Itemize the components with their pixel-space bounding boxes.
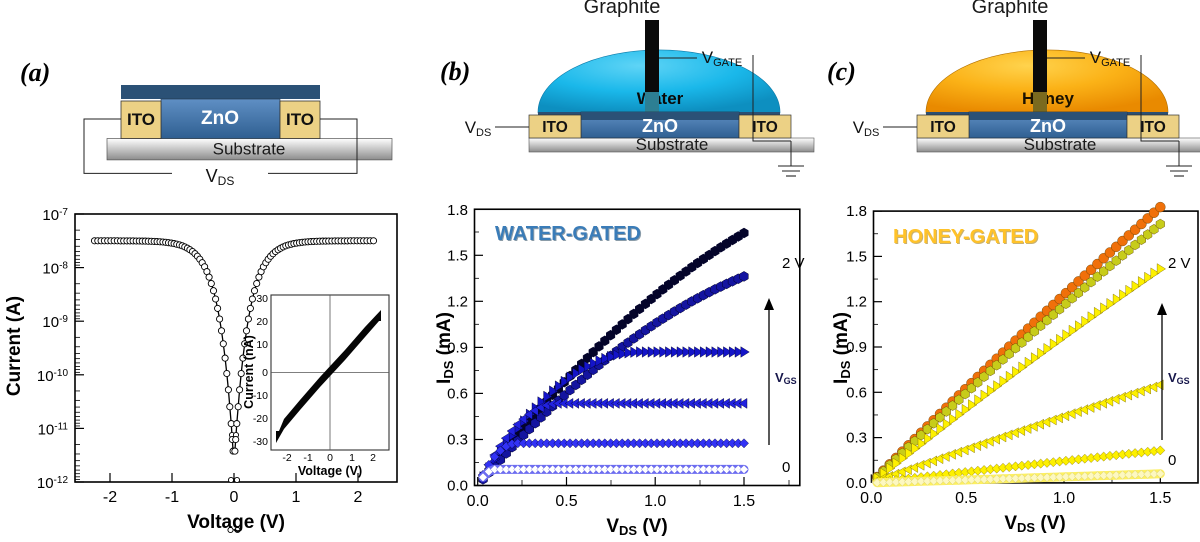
- svg-text:IDS (mA): IDS (mA): [831, 312, 853, 384]
- svg-text:WATER-GATED: WATER-GATED: [495, 223, 641, 245]
- svg-text:1.2: 1.2: [447, 293, 468, 310]
- svg-text:ZnO: ZnO: [1030, 116, 1066, 136]
- svg-text:1: 1: [349, 452, 355, 464]
- svg-text:10-8: 10-8: [42, 261, 68, 278]
- svg-text:1.0: 1.0: [1053, 490, 1075, 507]
- svg-text:0: 0: [327, 452, 333, 464]
- svg-text:-30: -30: [253, 436, 268, 448]
- svg-text:1.5: 1.5: [447, 247, 468, 264]
- svg-text:2: 2: [370, 452, 376, 464]
- svg-text:VGS: VGS: [1168, 370, 1190, 386]
- svg-text:VDS: VDS: [465, 118, 492, 139]
- svg-text:0.3: 0.3: [846, 430, 867, 447]
- svg-text:ITO: ITO: [752, 119, 778, 136]
- svg-text:0.3: 0.3: [447, 432, 468, 449]
- svg-text:Voltage (V): Voltage (V): [298, 464, 362, 478]
- svg-text:ITO: ITO: [286, 110, 314, 129]
- svg-text:Current (A): Current (A): [4, 296, 25, 396]
- svg-text:VDS (V): VDS (V): [1004, 513, 1065, 535]
- svg-text:10-11: 10-11: [38, 421, 69, 438]
- svg-text:ZnO: ZnO: [642, 116, 678, 136]
- svg-text:20: 20: [256, 316, 268, 328]
- svg-text:0.6: 0.6: [846, 384, 867, 401]
- svg-text:ITO: ITO: [127, 110, 155, 129]
- svg-text:0.0: 0.0: [467, 493, 489, 510]
- svg-text:Graphite: Graphite: [584, 0, 661, 18]
- svg-text:10-9: 10-9: [42, 314, 68, 331]
- svg-text:30: 30: [256, 293, 268, 305]
- svg-text:Voltage (V): Voltage (V): [187, 512, 285, 533]
- svg-text:2 V: 2 V: [1168, 255, 1191, 272]
- svg-text:0.6: 0.6: [447, 385, 468, 402]
- svg-text:1: 1: [292, 489, 301, 506]
- svg-text:0: 0: [262, 367, 268, 379]
- svg-text:1.5: 1.5: [733, 493, 755, 510]
- svg-text:-2: -2: [103, 489, 117, 506]
- svg-text:VDS (V): VDS (V): [606, 516, 667, 538]
- svg-text:ITO: ITO: [542, 119, 568, 136]
- svg-text:VDS: VDS: [853, 118, 880, 139]
- svg-text:(c): (c): [827, 57, 856, 86]
- svg-text:0.5: 0.5: [555, 493, 577, 510]
- svg-text:0.5: 0.5: [955, 490, 977, 507]
- svg-text:1.8: 1.8: [447, 202, 468, 219]
- svg-text:2: 2: [354, 489, 363, 506]
- svg-text:-1: -1: [165, 489, 179, 506]
- svg-text:HONEY-GATED: HONEY-GATED: [893, 226, 1038, 248]
- svg-text:ITO: ITO: [1140, 119, 1166, 136]
- svg-text:1.8: 1.8: [846, 203, 867, 220]
- svg-text:Water: Water: [637, 89, 684, 108]
- svg-text:ZnO: ZnO: [201, 108, 239, 129]
- svg-text:VGS: VGS: [775, 370, 797, 386]
- svg-text:IDS (mA): IDS (mA): [434, 312, 456, 384]
- svg-text:10-10: 10-10: [37, 368, 69, 385]
- svg-text:Honey: Honey: [1022, 89, 1075, 108]
- svg-text:0: 0: [1168, 452, 1176, 469]
- svg-text:ITO: ITO: [930, 119, 956, 136]
- svg-text:VDS: VDS: [206, 166, 235, 188]
- svg-text:Current (nA): Current (nA): [242, 335, 256, 409]
- svg-text:-20: -20: [253, 413, 268, 425]
- svg-text:Graphite: Graphite: [972, 0, 1049, 18]
- svg-text:VGATE: VGATE: [1090, 48, 1130, 69]
- svg-text:0: 0: [230, 489, 239, 506]
- svg-text:VGATE: VGATE: [702, 48, 742, 69]
- svg-text:-1: -1: [303, 452, 312, 464]
- svg-text:0: 0: [782, 459, 790, 476]
- svg-text:0.0: 0.0: [447, 478, 468, 495]
- svg-text:0.0: 0.0: [860, 490, 882, 507]
- svg-text:1.5: 1.5: [1149, 490, 1171, 507]
- svg-text:10-7: 10-7: [42, 207, 68, 224]
- svg-text:1.5: 1.5: [846, 248, 867, 265]
- svg-text:10: 10: [256, 339, 268, 351]
- svg-text:1.0: 1.0: [644, 493, 666, 510]
- svg-text:-2: -2: [282, 452, 291, 464]
- svg-text:10-12: 10-12: [37, 475, 69, 492]
- svg-text:(b): (b): [440, 57, 470, 86]
- svg-text:2 V: 2 V: [782, 255, 805, 272]
- svg-text:Substrate: Substrate: [213, 140, 286, 159]
- svg-text:1.2: 1.2: [846, 294, 867, 311]
